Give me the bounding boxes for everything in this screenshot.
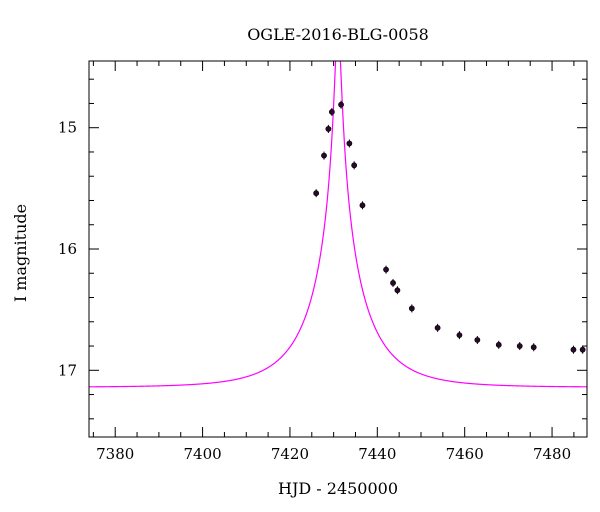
x-tick-label: 7440 xyxy=(358,445,396,463)
data-point xyxy=(383,266,389,273)
data-point xyxy=(338,101,344,108)
data-point xyxy=(516,343,523,349)
y-tick-label: 15 xyxy=(58,119,77,137)
plot-layer xyxy=(89,61,587,388)
x-tick-label: 7380 xyxy=(96,445,134,463)
y-tick-label: 16 xyxy=(58,240,77,258)
data-point xyxy=(456,332,463,339)
y-tick-label: 17 xyxy=(58,361,77,379)
data-point xyxy=(474,337,481,343)
data-point xyxy=(530,344,537,351)
x-axis-title: HJD - 2450000 xyxy=(278,479,398,498)
data-point xyxy=(495,341,502,348)
model-curve xyxy=(89,61,587,388)
data-point xyxy=(325,126,332,132)
data-point xyxy=(570,346,577,353)
data-point xyxy=(351,162,358,169)
chart-title: OGLE-2016-BLG-0058 xyxy=(247,25,429,44)
data-point xyxy=(394,287,401,294)
data-point xyxy=(434,324,441,331)
data-point xyxy=(328,109,335,115)
data-point xyxy=(313,190,320,197)
axes-layer: 7380 7400 7420 7440 7460 7480 15 16 17 xyxy=(58,60,588,463)
data-point xyxy=(346,140,353,147)
x-tick-label: 7480 xyxy=(533,445,571,463)
x-tick-label: 7420 xyxy=(271,445,309,463)
plot-frame xyxy=(88,60,588,438)
x-tick-label: 7400 xyxy=(183,445,221,463)
y-axis-title: I magnitude xyxy=(11,204,30,302)
data-point xyxy=(321,152,327,159)
data-point xyxy=(408,305,415,312)
data-point xyxy=(359,202,366,209)
data-point xyxy=(390,280,396,286)
x-tick-label: 7460 xyxy=(446,445,484,463)
data-point xyxy=(579,346,586,353)
